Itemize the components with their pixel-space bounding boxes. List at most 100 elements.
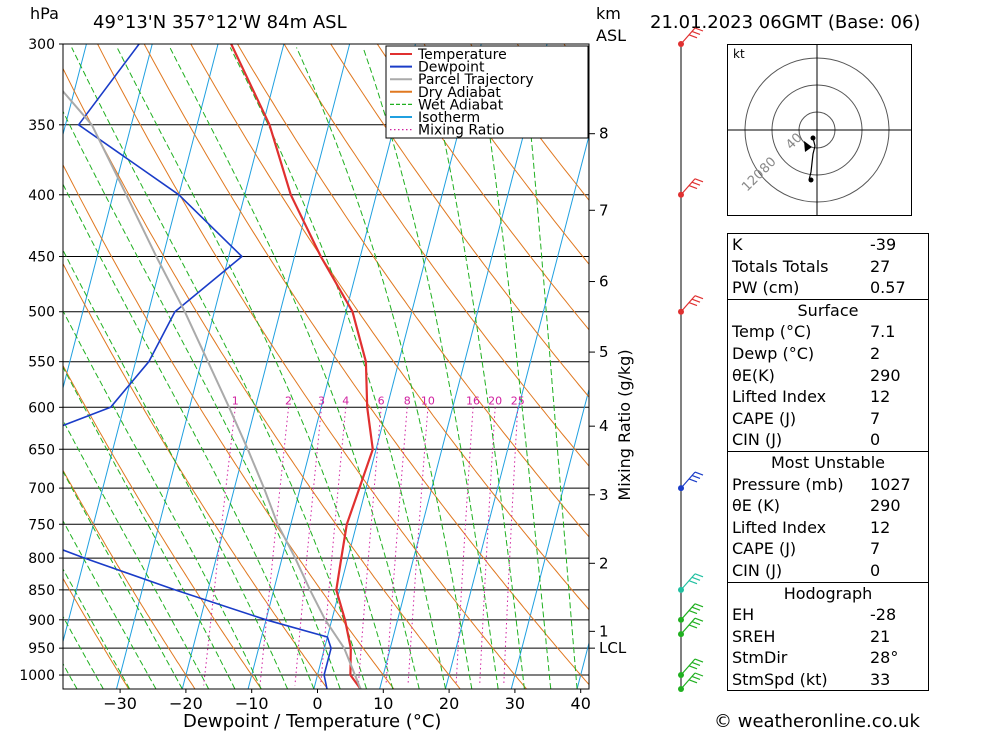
wind-barb-staff	[680, 573, 696, 591]
wet-adiabat-line	[63, 366, 236, 689]
wind-barb-staff	[680, 27, 696, 45]
wind-barb-feather	[688, 301, 698, 307]
most-unstable-row: θE (K) 290	[732, 496, 901, 516]
dry-adiabat-line	[423, 44, 589, 265]
wind-barb-feather	[688, 580, 698, 585]
wind-barb-feather	[694, 573, 704, 578]
wet-adiabat-line	[63, 519, 157, 689]
isotherm-line	[63, 44, 219, 644]
dry-adiabat-line	[237, 44, 589, 538]
pressure-tick-label: 600	[28, 400, 55, 416]
wet-adiabat-line	[71, 47, 367, 689]
pressure-tick-label: 750	[28, 517, 55, 533]
wind-barb-feather	[691, 606, 701, 611]
wet-adiabat-line	[169, 47, 420, 689]
wet-adiabat-line	[63, 110, 341, 689]
mixing-ratio-label: 4	[342, 394, 349, 407]
wet-adiabat-line	[116, 47, 394, 689]
asl-unit: ASL	[596, 26, 627, 45]
surface-section-title: Surface	[728, 298, 928, 322]
wet-adiabat-line	[476, 47, 552, 689]
mixing-ratio-line	[259, 407, 290, 686]
pressure-tick-label: 850	[28, 583, 55, 599]
wind-barb-feather	[691, 474, 701, 480]
pressure-tick-label: 500	[28, 305, 55, 321]
dry-adiabat-line	[376, 44, 589, 331]
wet-adiabat-line	[63, 615, 104, 689]
dry-adiabat-line	[63, 364, 262, 689]
isotherm-line	[379, 44, 548, 689]
legend-label: Mixing Ratio	[418, 123, 504, 139]
wet-adiabat-line	[63, 419, 210, 689]
dry-adiabat-line	[63, 577, 130, 689]
dry-adiabat-line	[283, 44, 589, 467]
temperature-tick-label: 20	[439, 694, 459, 713]
wind-barb-feather	[694, 471, 704, 476]
wind-barb-feather	[694, 603, 704, 608]
location-title: 49°13'N 357°12'W 84m ASL	[93, 12, 347, 33]
temperature-tick-label: 10	[373, 694, 393, 713]
pressure-tick-label: 900	[28, 613, 55, 629]
wind-barb-feather	[688, 679, 698, 684]
wind-barb-feather	[691, 30, 701, 35]
wind-barb-staff	[680, 178, 696, 196]
pressure-unit: hPa	[30, 4, 59, 23]
copyright[interactable]: © weatheronline.co.uk	[714, 711, 920, 732]
dewpoint-curve	[63, 44, 332, 689]
wind-barb-feather	[691, 661, 701, 666]
pressure-tick-label: 450	[28, 250, 55, 266]
hodograph-point	[808, 177, 814, 183]
hodograph-row: SREH 21	[732, 626, 891, 646]
mixing-ratio-line	[294, 407, 322, 686]
mixing-ratio-line	[407, 407, 429, 686]
wet-adiabat-line	[296, 47, 473, 689]
mixing-ratio-label: 25	[511, 394, 525, 407]
wind-barb-feather	[688, 478, 698, 483]
wind-barb-feather	[691, 576, 701, 581]
surface-row: CAPE (J) 7	[732, 408, 881, 428]
mixing-ratio-label: 10	[421, 394, 435, 407]
datetime-title: 21.01.2023 06GMT (Base: 06)	[650, 12, 921, 33]
mixing-ratio-line	[455, 407, 474, 686]
surface-row: CIN (J) 0	[732, 430, 881, 450]
index-row-pw: PW (cm) 0.57	[732, 278, 906, 298]
temperature-tick-label: −10	[235, 694, 269, 713]
pressure-tick-label: 300	[28, 37, 55, 53]
mixing-ratio-line	[320, 407, 347, 686]
temperature-tick-label: 40	[571, 694, 591, 713]
wet-adiabat-line	[423, 47, 525, 689]
wet-adiabat-line	[229, 47, 446, 689]
dry-adiabat-line	[330, 44, 589, 398]
wind-barb	[680, 658, 704, 676]
mixing-ratio-line	[385, 407, 408, 686]
wind-barb-staff	[680, 658, 696, 676]
km-tick-label: 5	[599, 343, 609, 361]
wind-barb	[680, 178, 704, 196]
hodograph-unit: kt	[733, 47, 745, 61]
most-unstable-section-title: Most Unstable	[728, 450, 928, 474]
wet-adiabat-line	[63, 249, 289, 689]
wind-barb-feather	[694, 27, 704, 32]
temperature-tick-label: −20	[169, 694, 203, 713]
pressure-tick-label: 550	[28, 355, 55, 371]
mixing-ratio-line	[357, 407, 382, 686]
temperature-tick-label: −30	[103, 694, 137, 713]
mixing-ratio-axis-label: Mixing Ratio (g/kg)	[615, 349, 634, 500]
km-tick-label: 3	[599, 486, 609, 504]
pressure-tick-label: 650	[28, 442, 55, 458]
wind-barb	[680, 672, 704, 690]
km-tick-label: 1	[599, 622, 609, 640]
wind-barb-staff	[680, 617, 696, 635]
hodograph-row: StmSpd (kt) 33	[732, 669, 891, 689]
km-tick-label: 8	[599, 125, 609, 143]
hodograph-row: EH -28	[732, 605, 897, 625]
wind-barb-staff	[680, 603, 696, 621]
wind-barb-feather	[691, 298, 701, 303]
mixing-ratio-label: 8	[404, 394, 411, 407]
legend-label: Dewpoint	[418, 60, 485, 76]
mixing-ratio-label: 20	[488, 394, 502, 407]
wind-barb-feather	[694, 178, 704, 183]
legend-label: Parcel Trajectory	[418, 72, 534, 88]
